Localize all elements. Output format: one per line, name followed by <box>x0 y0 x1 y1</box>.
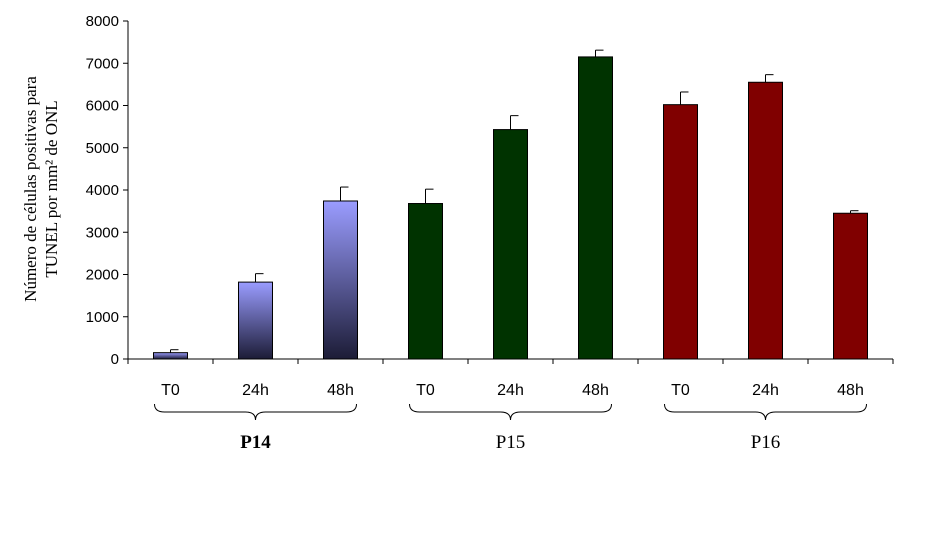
bar-P15-24h <box>493 129 528 360</box>
group-labels: P14 P15 P16 <box>154 403 867 453</box>
x-tick-label: 24h <box>752 382 779 399</box>
group-label-P14: P14 <box>240 432 271 453</box>
bar-P14-T0 <box>153 352 188 360</box>
group-brace <box>664 403 867 421</box>
x-tick-label: 48h <box>837 382 864 399</box>
bar-P16-48h <box>833 212 868 360</box>
bar-P14-48h <box>323 200 358 360</box>
x-tick-label: T0 <box>671 382 690 399</box>
group-label-P16: P16 <box>751 432 781 453</box>
group-label-P15: P15 <box>496 432 526 453</box>
y-axis-label: Número de células positivas para TUNEL p… <box>21 76 61 302</box>
y-tick-label: 4000 <box>86 182 119 199</box>
y-axis-label-line1: Número de células positivas para <box>21 76 40 302</box>
x-tick-label: 48h <box>327 382 354 399</box>
bar-P15-48h <box>578 56 613 360</box>
group-brace <box>409 403 612 421</box>
y-tick-label: 3000 <box>86 224 119 241</box>
y-tick-label: 7000 <box>86 55 119 72</box>
bar-P16-24h <box>748 81 783 360</box>
y-tick-label: 0 <box>111 351 119 368</box>
x-tick-label: T0 <box>161 382 180 399</box>
bar-P16-T0 <box>663 104 698 360</box>
y-tick-label: 5000 <box>86 140 119 157</box>
x-tick-label: T0 <box>416 382 435 399</box>
category-labels: T0 24h 48h T0 24h 48h T0 24h 48h <box>161 382 864 399</box>
x-tick-label: 24h <box>242 382 269 399</box>
axes: 0 1000 2000 3000 4000 5000 6000 7000 8000 <box>86 13 894 368</box>
y-tick-label: 8000 <box>86 13 119 30</box>
x-tick-label: 24h <box>497 382 524 399</box>
group-brace <box>154 403 357 421</box>
y-axis-label-line2: TUNEL por mm² de ONL <box>42 100 61 277</box>
y-tick-label: 2000 <box>86 267 119 284</box>
y-tick-label: 6000 <box>86 98 119 115</box>
x-tick-label: 48h <box>582 382 609 399</box>
bar-P15-T0 <box>408 203 443 360</box>
y-tick-label: 1000 <box>86 309 119 326</box>
bars <box>153 49 868 360</box>
bar-P14-24h <box>238 281 273 360</box>
